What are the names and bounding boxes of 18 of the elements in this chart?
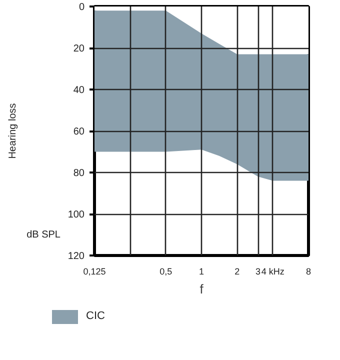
text: dB SPL [26,229,61,240]
x-tick-label: 0,5 [160,266,172,276]
y-tick-label: 80 [73,168,85,179]
x-tick-label: 8 [306,266,312,276]
x-tick-label: 4 kHz [261,266,285,276]
y-tick-label: 40 [73,85,85,96]
x-axis-title: f [200,282,204,296]
x-tick-label: 2 [234,266,240,276]
y-tick-label: 100 [68,210,85,220]
y-axis-title: Hearing loss [8,103,18,159]
x-tick-label: 3 [256,266,261,276]
x-tick-label: 0,125 [83,266,106,276]
y-tick-label: 120 [68,251,85,262]
legend-label: CIC [86,310,105,322]
y-tick-label: 60 [73,126,85,138]
y-tick-label: 20 [73,44,85,54]
y-tick-label: 0 [78,2,85,13]
x-tick-label: 1 [198,266,204,276]
